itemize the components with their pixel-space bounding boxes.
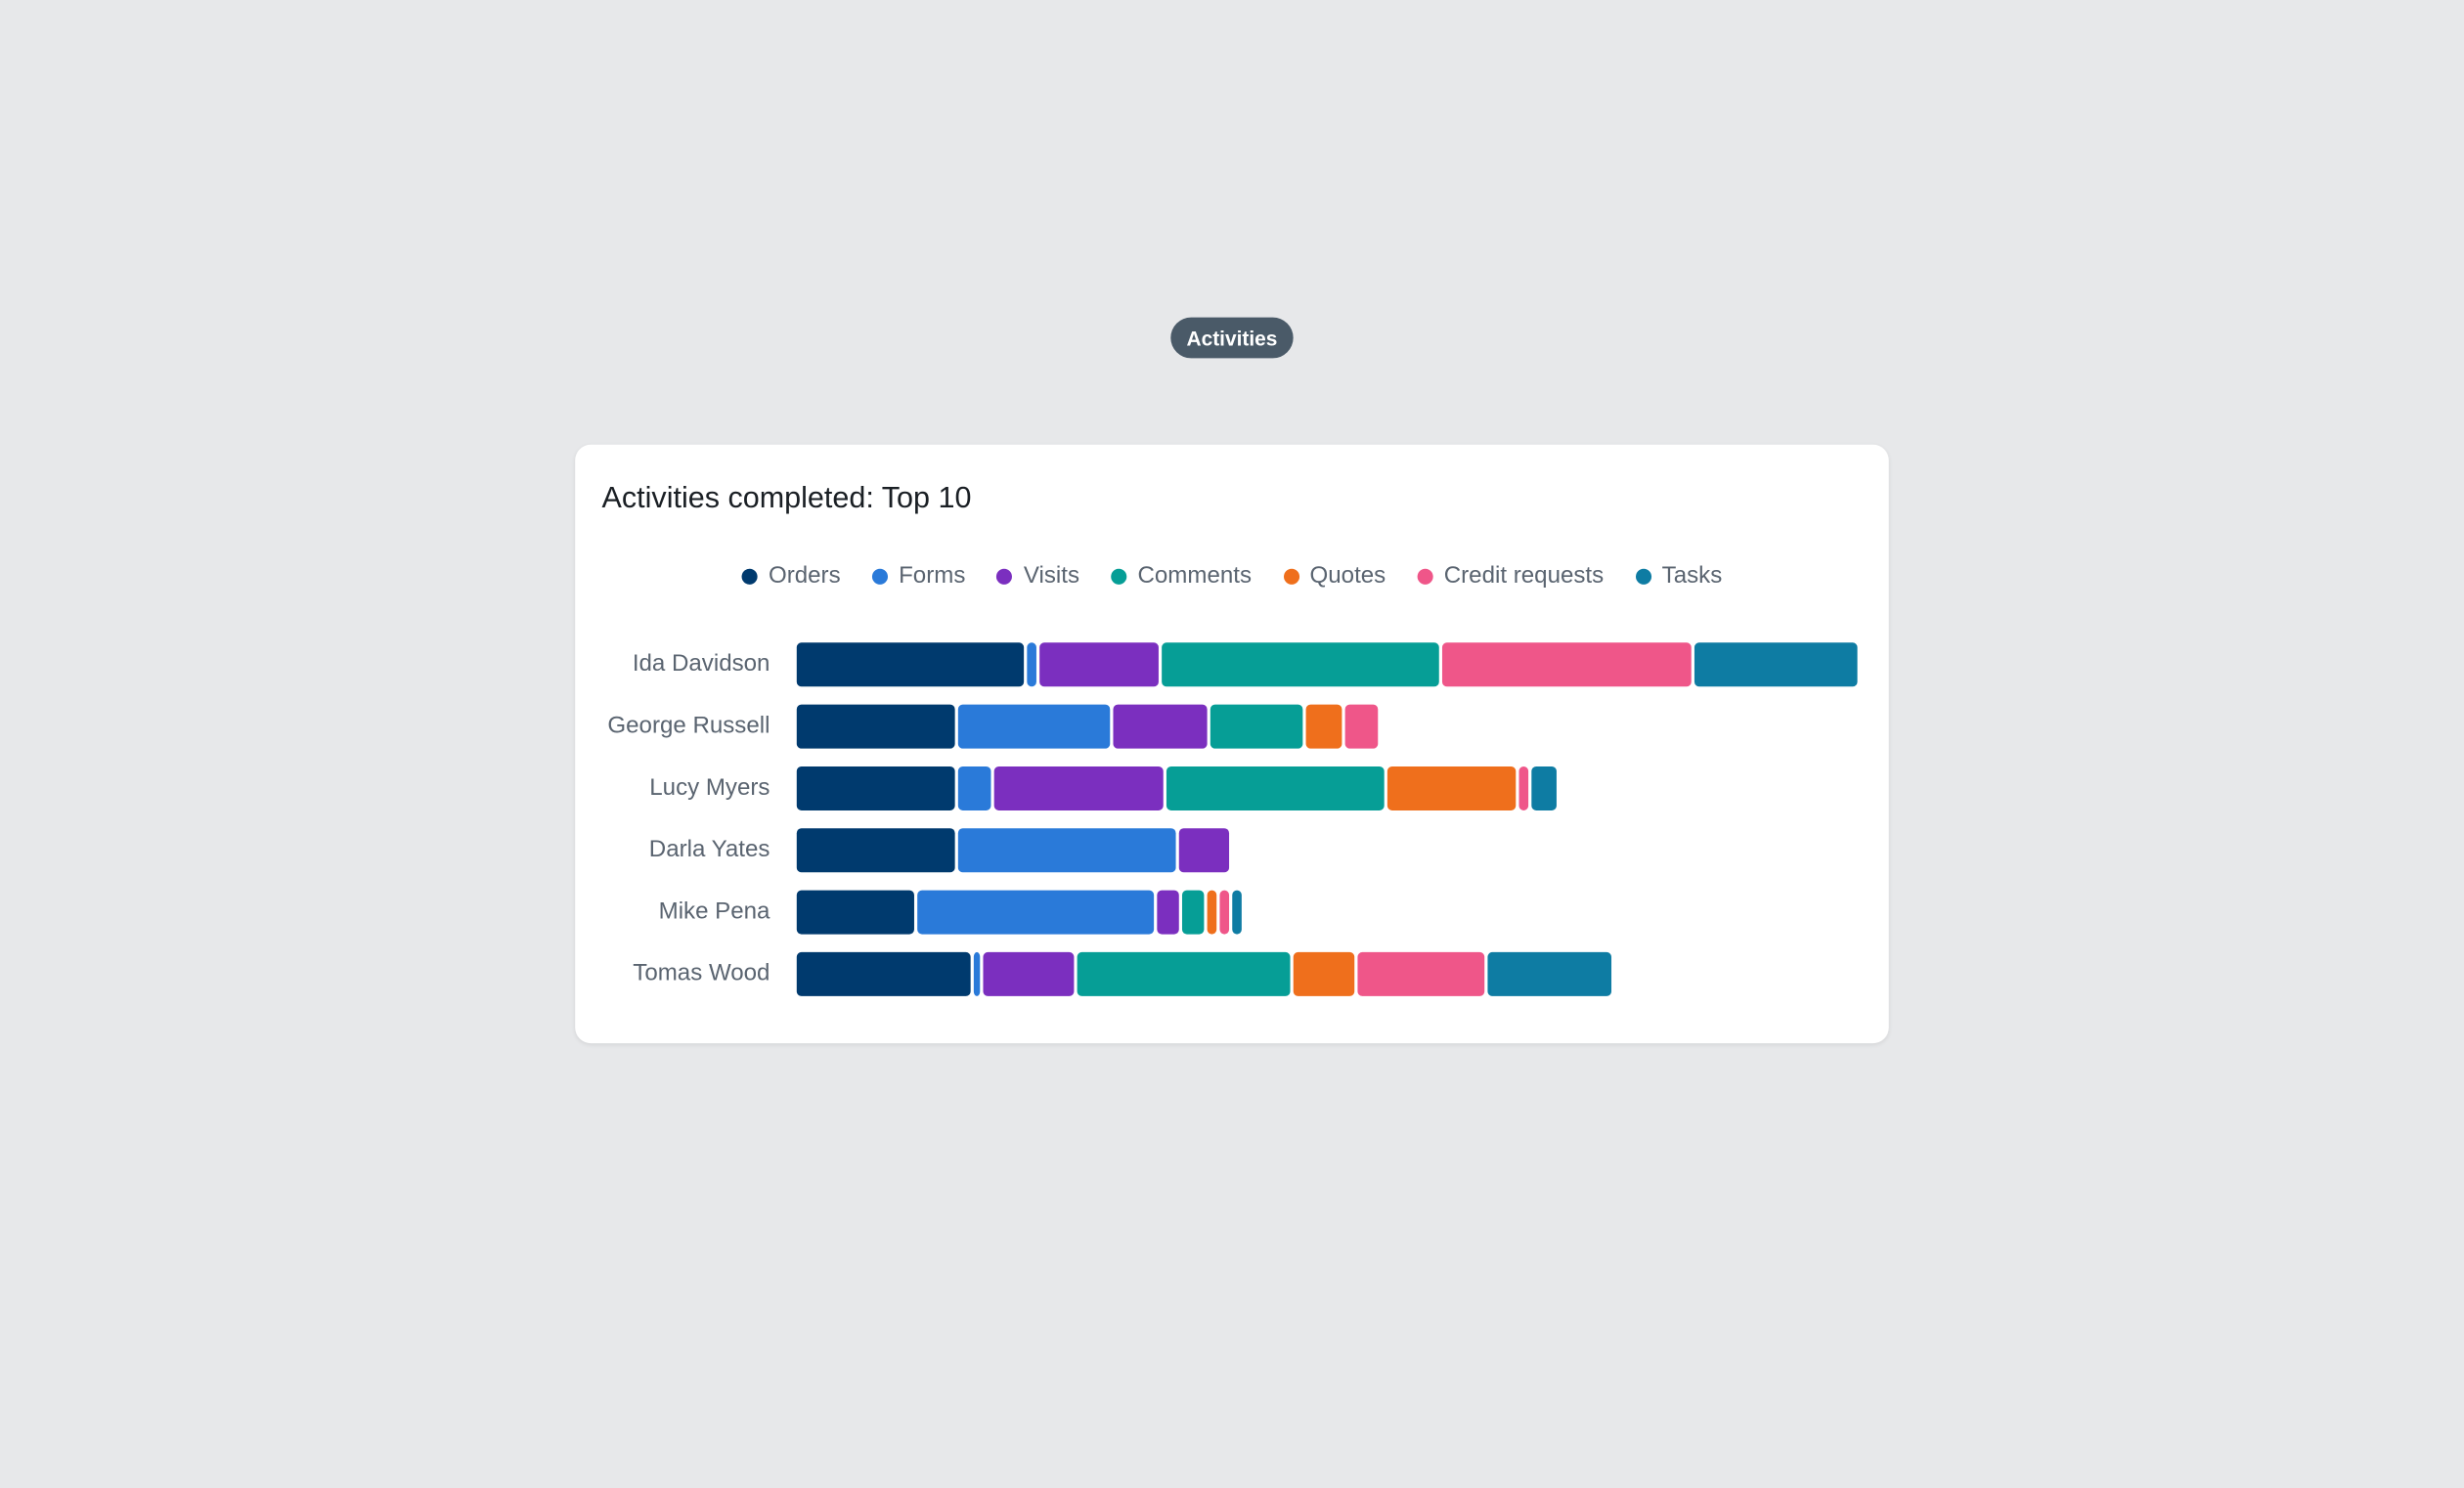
legend-label: Orders [768, 562, 841, 590]
legend-label: Forms [899, 562, 966, 590]
legend-swatch [1417, 567, 1433, 585]
y-tick-label: Lucy Myers [649, 774, 770, 801]
bar-segment [1207, 890, 1217, 935]
y-tick-label: Mike Pena [659, 897, 770, 924]
bar-segment [1441, 642, 1692, 687]
bar-segment [973, 951, 981, 996]
bar-segment [993, 766, 1164, 810]
bar-segment [1157, 890, 1179, 935]
bar-segment [1219, 890, 1230, 935]
legend-item[interactable]: Quotes [1283, 562, 1386, 590]
legend-label: Quotes [1309, 562, 1386, 590]
bar-segment [1694, 642, 1858, 687]
legend-item[interactable]: Credit requests [1417, 562, 1605, 590]
legend-item[interactable]: Tasks [1635, 562, 1723, 590]
legend-swatch [996, 567, 1013, 585]
bar-segment [983, 951, 1075, 996]
y-tick-label: Tomas Wood [633, 960, 770, 986]
bar-segment [1305, 704, 1342, 749]
legend: Orders Forms Visits Comments Quotes Credit re… [575, 562, 1889, 590]
bar-segment [1113, 704, 1208, 749]
bar-segment [1162, 642, 1439, 687]
bar-segment [957, 828, 1176, 873]
bar-segment [1166, 766, 1385, 810]
legend-label: Comments [1137, 562, 1253, 590]
y-tick-label: Darla Yates [649, 836, 770, 862]
bar-segment [1027, 642, 1036, 687]
legend-label: Visits [1023, 562, 1080, 590]
bar-segment [796, 642, 1025, 687]
bar-segment [1487, 951, 1612, 996]
bar-segment [1531, 766, 1557, 810]
y-tick-label: Ida Davidson [633, 650, 770, 677]
legend-label: Credit requests [1443, 562, 1605, 590]
bar-segment [1039, 642, 1159, 687]
bar-segment [796, 766, 955, 810]
bar-segment [796, 890, 914, 935]
bar-segment [957, 704, 1111, 749]
bar-segment [1357, 951, 1485, 996]
bar-segment [796, 951, 971, 996]
bar-segment [917, 890, 1155, 935]
legend-swatch [1111, 567, 1127, 585]
bar-segment [957, 766, 991, 810]
y-tick-label: George Russell [607, 712, 770, 738]
bar-segment [1077, 951, 1291, 996]
chart-title: Activities completed: Top 10 [601, 482, 972, 516]
bar-segment [1344, 704, 1379, 749]
bar-segment [1178, 828, 1230, 873]
bar-segment [1293, 951, 1355, 996]
bar-segment [1210, 704, 1303, 749]
legend-label: Tasks [1661, 562, 1723, 590]
bar-segment [1386, 766, 1517, 810]
chart-card: Activities completed: Top 10 Orders Forms… [575, 444, 1889, 1044]
chart: Ida Davidson George Russell Lucy Myers Darl… [607, 642, 1858, 996]
tab-pill[interactable]: Activities [1170, 317, 1294, 359]
legend-item[interactable]: Forms [871, 562, 966, 590]
legend-item[interactable]: Orders [741, 562, 841, 590]
bar-segment [796, 704, 955, 749]
legend-swatch [741, 567, 758, 585]
legend-swatch [1635, 567, 1651, 585]
bar-segment [1181, 890, 1205, 935]
legend-item[interactable]: Visits [996, 562, 1080, 590]
legend-swatch [1283, 567, 1299, 585]
bar-segment [1518, 766, 1529, 810]
legend-swatch [871, 567, 888, 585]
bar-segment [1232, 890, 1242, 935]
bar-segment [796, 828, 955, 873]
legend-item[interactable]: Comments [1111, 562, 1253, 590]
